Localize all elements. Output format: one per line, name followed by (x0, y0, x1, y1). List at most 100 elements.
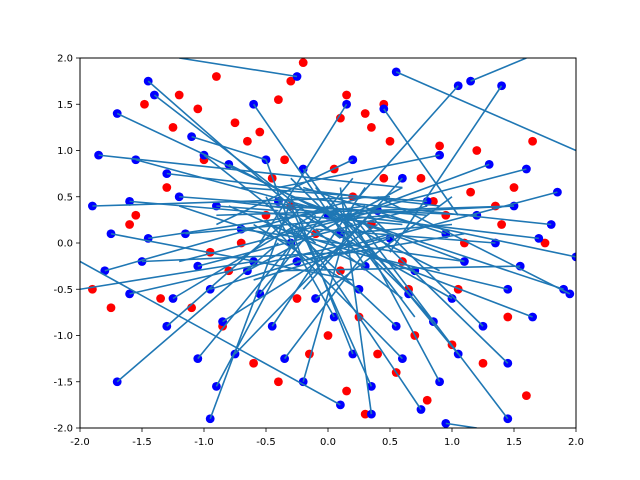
y-tick-label-3: -0.5 (53, 285, 73, 296)
connector-line-5 (383, 108, 459, 216)
connector-line-47 (247, 186, 403, 272)
data-point-0-68 (540, 238, 550, 248)
data-point-0-2 (193, 104, 203, 114)
plot-frame (79, 57, 577, 429)
y-tick-label-7: 1.5 (57, 100, 73, 111)
data-point-0-50 (360, 409, 370, 419)
data-point-0-3 (212, 72, 221, 81)
data-point-0-64 (336, 266, 345, 276)
connector-line-64 (166, 205, 304, 327)
connector-line-79 (215, 224, 304, 387)
connector-line-90 (470, 58, 527, 82)
connector-line-58 (315, 196, 453, 300)
x-tick-label-7: 1.5 (506, 437, 522, 448)
connector-line-67 (265, 196, 335, 318)
data-point-0-49 (422, 395, 432, 405)
connector-line-18 (278, 154, 440, 189)
data-point-0-34 (292, 294, 302, 303)
y-tick-label-8: 2.0 (57, 54, 73, 65)
connector-line-16 (216, 159, 354, 226)
data-point-0-9 (336, 113, 345, 123)
data-point-0-45 (342, 386, 351, 396)
connector-line-20 (278, 168, 527, 235)
data-point-0-20 (472, 146, 482, 155)
connector-line-93 (395, 71, 576, 152)
data-point-0-13 (243, 136, 252, 146)
data-point-0-7 (286, 76, 296, 86)
connector-line-82 (339, 196, 441, 383)
data-point-0-65 (466, 187, 475, 197)
data-point-0-41 (249, 358, 258, 368)
x-tick-label-1: -1.5 (132, 437, 152, 448)
data-point-0-53 (106, 303, 116, 313)
data-point-0-5 (255, 127, 265, 137)
connector-line-84 (209, 201, 292, 420)
data-point-0-6 (274, 95, 283, 105)
data-point-0-29 (528, 136, 537, 146)
data-point-0-0 (140, 99, 149, 109)
data-point-0-11 (360, 109, 370, 118)
connector-line-43 (377, 214, 576, 258)
data-point-0-48 (156, 294, 166, 303)
data-point-0-21 (435, 141, 444, 151)
x-tick-label-0: -2.0 (70, 437, 90, 448)
y-tick-label-0: -2.0 (53, 424, 73, 435)
y-tick-label-4: 0.0 (57, 239, 73, 250)
connector-line-91 (179, 58, 298, 78)
connector-line-73 (234, 205, 379, 355)
connector-line-9 (98, 154, 403, 189)
connector-line-25 (216, 205, 279, 212)
data-point-0-60 (497, 220, 506, 229)
data-point-0-38 (503, 312, 513, 322)
data-point-0-69 (168, 122, 178, 132)
data-point-0-4 (230, 118, 240, 128)
connector-line-78 (364, 223, 509, 364)
connector-line-92 (80, 260, 341, 406)
connector-line-56 (209, 232, 391, 291)
connector-line-89 (445, 422, 477, 428)
data-point-0-43 (274, 377, 283, 387)
data-point-0-8 (298, 58, 308, 68)
y-tick-label-2: -1.0 (53, 331, 73, 342)
data-point-0-63 (131, 210, 141, 220)
data-point-0-10 (342, 90, 351, 100)
x-tick-label-8: 2.0 (568, 437, 584, 448)
y-tick-label-1: -1.5 (53, 377, 73, 388)
x-tick-label-3: -0.5 (256, 437, 276, 448)
data-point-0-62 (379, 173, 389, 183)
data-point-0-17 (416, 173, 426, 183)
connector-line-29 (241, 186, 428, 203)
connector-line-65 (222, 223, 379, 323)
connector-line-85 (339, 187, 373, 415)
data-point-0-67 (367, 122, 376, 132)
connector-line-70 (364, 210, 484, 327)
connector-line-83 (116, 242, 279, 383)
connector-line-80 (302, 205, 354, 382)
connector-line-6 (358, 85, 459, 198)
data-point-0-40 (373, 349, 382, 359)
data-point-0-47 (478, 358, 488, 368)
data-point-0-52 (522, 391, 531, 401)
data-point-0-55 (323, 331, 333, 340)
x-tick-label-2: -1.0 (194, 437, 214, 448)
connector-line-53 (340, 214, 564, 291)
data-point-0-59 (429, 196, 438, 206)
x-tick-label-5: 0.5 (382, 437, 398, 448)
data-point-0-26 (509, 183, 519, 192)
connector-line-42 (228, 200, 539, 240)
y-tick-label-5: 0.5 (57, 192, 73, 203)
y-tick-label-6: 1.0 (57, 146, 73, 157)
x-tick-label-6: 1.0 (444, 437, 460, 448)
data-point-0-1 (174, 90, 184, 100)
connector-line-2 (191, 135, 267, 161)
connector-line-40 (302, 186, 447, 235)
x-tick-label-4: 0.0 (320, 437, 336, 448)
data-point-0-16 (385, 136, 395, 146)
data-point-0-27 (125, 220, 134, 229)
connector-line-31 (216, 205, 515, 217)
connector-line-63 (377, 196, 571, 295)
connector-line-88 (80, 260, 254, 291)
connector-line-77 (327, 196, 459, 355)
data-point-0-22 (162, 183, 172, 192)
